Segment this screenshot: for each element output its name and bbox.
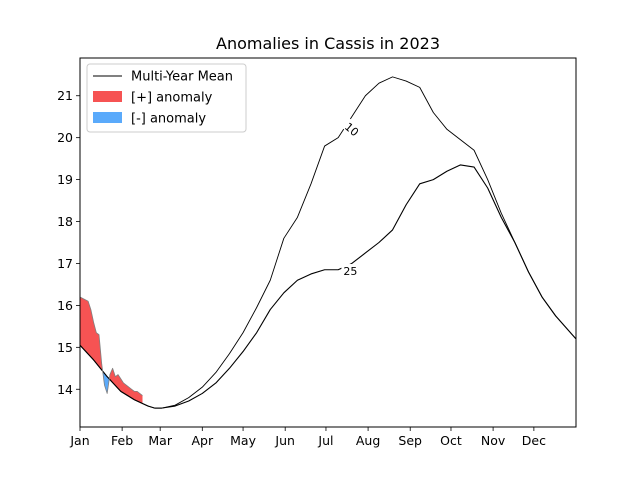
- contour-label-0: 10: [342, 120, 361, 139]
- plot-area: 10 25: [79, 57, 577, 428]
- x-tick-label-10: Nov: [481, 433, 506, 448]
- legend-mean-label: Multi-Year Mean: [131, 70, 233, 85]
- x-tick-label-9: Oct: [440, 433, 462, 448]
- legend-negative-label: [-] anomaly: [131, 112, 206, 127]
- series-line-1: [79, 76, 577, 409]
- y-axis: 14 15 16 17 18 19 20 21: [57, 88, 80, 397]
- legend-positive-label: [+] anomaly: [131, 91, 213, 106]
- contour-label-1: 25: [343, 265, 357, 278]
- series-line-2: [79, 296, 143, 396]
- y-tick-label-2: 16: [57, 298, 73, 313]
- x-tick-label-0: Jan: [69, 433, 89, 448]
- series-lines: [79, 76, 577, 409]
- y-tick-label-3: 17: [57, 256, 73, 271]
- contour-labels: 10 25: [341, 118, 364, 278]
- x-tick-label-4: May: [230, 433, 256, 448]
- y-tick-label-7: 21: [57, 88, 73, 103]
- legend: Multi-Year Mean [+] anomaly [-] anomaly: [86, 63, 247, 133]
- contour-label-bg-1: [341, 264, 360, 277]
- anomaly-fills: [80, 297, 143, 404]
- y-tick-label-1: 15: [57, 340, 73, 355]
- x-tick-label-1: Feb: [111, 433, 133, 448]
- x-axis: Jan Feb Mar Apr May Jun Jul Aug Sep Oct Nov Dec: [69, 427, 546, 448]
- legend-negative-swatch: [93, 112, 122, 123]
- y-tick-label-0: 14: [57, 382, 73, 397]
- positive-anomaly-area-2: [109, 368, 143, 404]
- axes-frame: [79, 57, 577, 428]
- x-tick-label-5: Jun: [274, 433, 295, 448]
- chart-title: Anomalies in Cassis in 2023: [216, 34, 440, 53]
- y-tick-label-6: 20: [57, 130, 73, 145]
- x-tick-label-6: Jul: [317, 433, 333, 448]
- x-tick-label-3: Apr: [191, 433, 213, 448]
- legend-box: [86, 63, 247, 133]
- series-line-0: [79, 164, 577, 409]
- legend-positive-swatch: [93, 91, 122, 102]
- contour-label-bg-0: [341, 118, 364, 139]
- positive-anomaly-area-0: [80, 297, 103, 371]
- x-tick-label-2: Mar: [148, 433, 172, 448]
- y-tick-label-5: 19: [57, 172, 73, 187]
- x-tick-label-8: Sep: [398, 433, 422, 448]
- x-tick-label-11: Dec: [522, 433, 546, 448]
- y-tick-label-4: 18: [57, 214, 73, 229]
- x-tick-label-7: Aug: [356, 433, 380, 448]
